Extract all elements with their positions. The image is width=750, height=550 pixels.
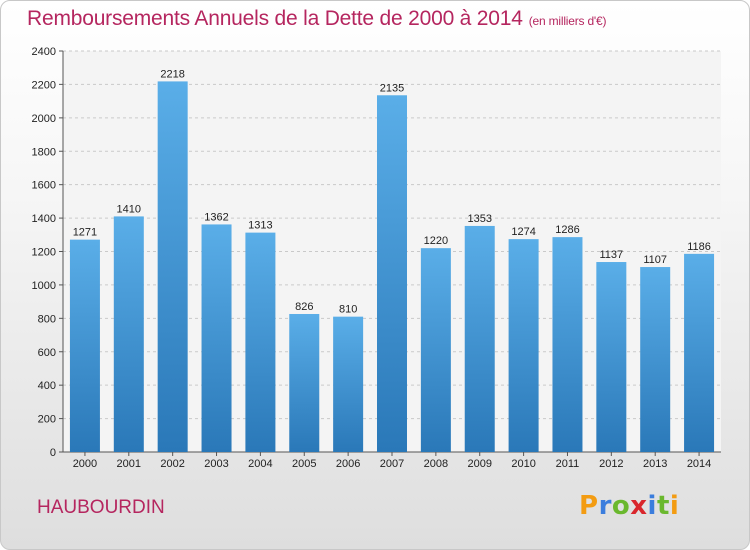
proxiti-logo: Proxiti: [579, 491, 679, 521]
x-tick-label: 2012: [599, 458, 623, 470]
y-tick-label: 2000: [32, 113, 56, 125]
x-tick-label: 2006: [336, 458, 360, 470]
data-label: 1220: [424, 235, 448, 247]
bar: [464, 225, 495, 452]
bar: [201, 224, 232, 452]
x-tick-label: 2005: [292, 458, 316, 470]
x-tick-label: 2004: [248, 458, 272, 470]
data-label: 1274: [511, 226, 535, 238]
chart-title: Remboursements Annuels de la Dette de 20…: [27, 7, 606, 31]
y-tick-label: 1600: [32, 180, 56, 192]
x-tick-label: 2002: [160, 458, 184, 470]
data-label: 1313: [248, 220, 272, 232]
data-label: 1362: [204, 211, 228, 223]
bar: [289, 313, 320, 452]
y-tick-label: 400: [38, 380, 56, 392]
y-tick-label: 1800: [32, 146, 56, 158]
bar: [640, 267, 671, 452]
x-tick-label: 2000: [73, 458, 97, 470]
logo-letter: r: [598, 491, 612, 521]
bar: [377, 95, 407, 452]
data-label: 2218: [160, 68, 184, 80]
y-tick-label: 600: [38, 347, 56, 359]
data-label: 810: [339, 304, 357, 316]
x-tick-label: 2009: [467, 458, 491, 470]
logo-letter: o: [611, 491, 631, 521]
logo-letter: P: [579, 491, 599, 521]
data-label: 1271: [73, 227, 97, 239]
chart-unit: (en milliers d'€): [528, 14, 607, 28]
y-tick-label: 0: [50, 447, 56, 459]
x-tick-label: 2007: [380, 458, 404, 470]
y-tick-label: 2400: [32, 46, 56, 58]
bar: [596, 262, 627, 452]
data-label: 1137: [600, 249, 624, 261]
bar: [508, 239, 539, 452]
bar: [684, 253, 715, 452]
x-tick-label: 2013: [643, 458, 667, 470]
data-label: 1186: [687, 241, 711, 253]
logo-letter: t: [656, 491, 670, 521]
data-label: 1410: [117, 203, 141, 215]
data-label: 2135: [380, 82, 404, 94]
y-tick-label: 1000: [32, 280, 56, 292]
y-tick-label: 200: [38, 414, 56, 426]
y-tick-label: 1400: [32, 213, 56, 225]
bar: [245, 232, 276, 452]
logo-letter: i: [647, 491, 657, 521]
x-tick-label: 2010: [511, 458, 535, 470]
x-tick-label: 2014: [687, 458, 711, 470]
x-tick-label: 2003: [204, 458, 228, 470]
data-label: 1353: [467, 213, 491, 225]
bar: [552, 237, 583, 452]
logo-letter: x: [630, 491, 648, 521]
data-label: 826: [295, 301, 313, 313]
y-tick-label: 2200: [32, 79, 56, 91]
logo-letter: i: [669, 491, 680, 521]
bar: [333, 316, 364, 452]
bar: [157, 81, 188, 452]
x-tick-label: 2008: [424, 458, 448, 470]
bar: [420, 248, 451, 452]
y-tick-label: 800: [38, 313, 56, 325]
x-tick-label: 2011: [556, 458, 580, 470]
chart-title-text: Remboursements Annuels de la Dette de 20…: [27, 7, 523, 30]
bar: [113, 216, 144, 452]
bar: [69, 239, 100, 452]
x-tick-label: 2001: [117, 458, 141, 470]
data-label: 1107: [643, 254, 667, 266]
city-name: HAUBOURDIN: [37, 497, 165, 518]
data-label: 1286: [555, 224, 579, 236]
y-tick-label: 1200: [32, 247, 56, 259]
